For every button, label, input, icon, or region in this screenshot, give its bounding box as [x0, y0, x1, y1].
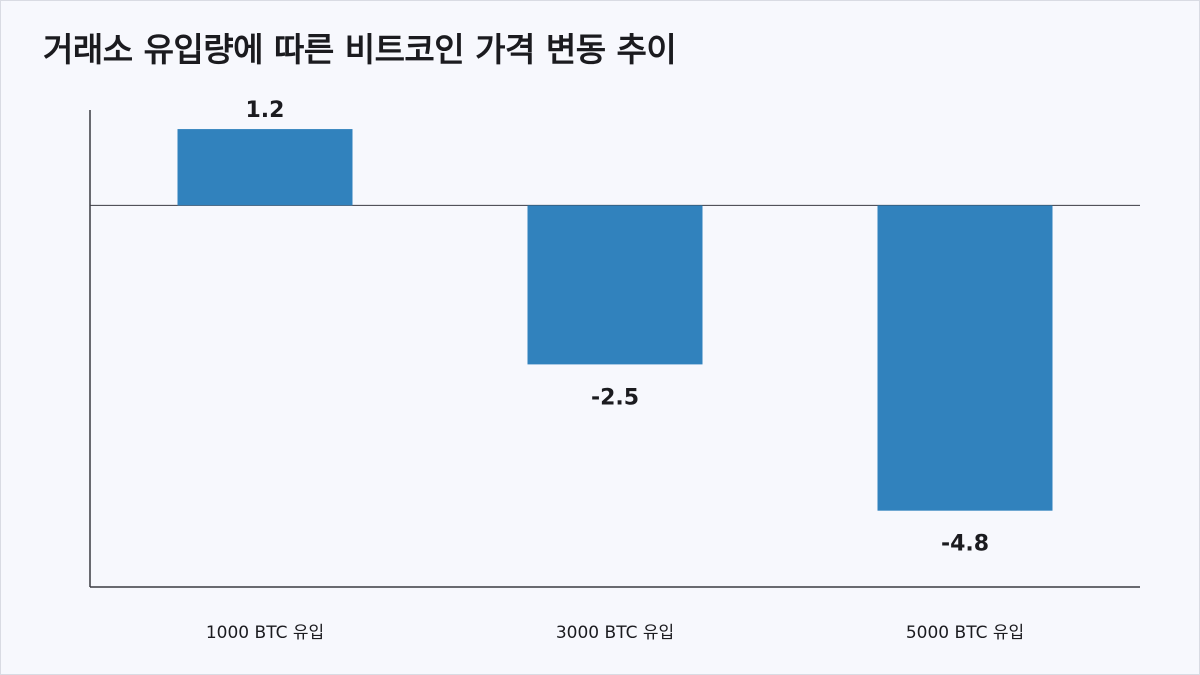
category-label-3: 5000 BTC 유입	[906, 623, 1024, 643]
bar-3	[877, 205, 1053, 511]
data-label-2: -2.5	[591, 385, 639, 410]
chart-title: 거래소 유입량에 따른 비트코인 가격 변동 추이	[43, 30, 677, 69]
bar-2	[527, 205, 703, 365]
data-label-1: 1.2	[246, 98, 285, 123]
category-label-1: 1000 BTC 유입	[206, 623, 324, 643]
category-label-2: 3000 BTC 유입	[556, 623, 674, 643]
bar-1	[177, 129, 353, 206]
data-label-3: -4.8	[941, 532, 989, 557]
